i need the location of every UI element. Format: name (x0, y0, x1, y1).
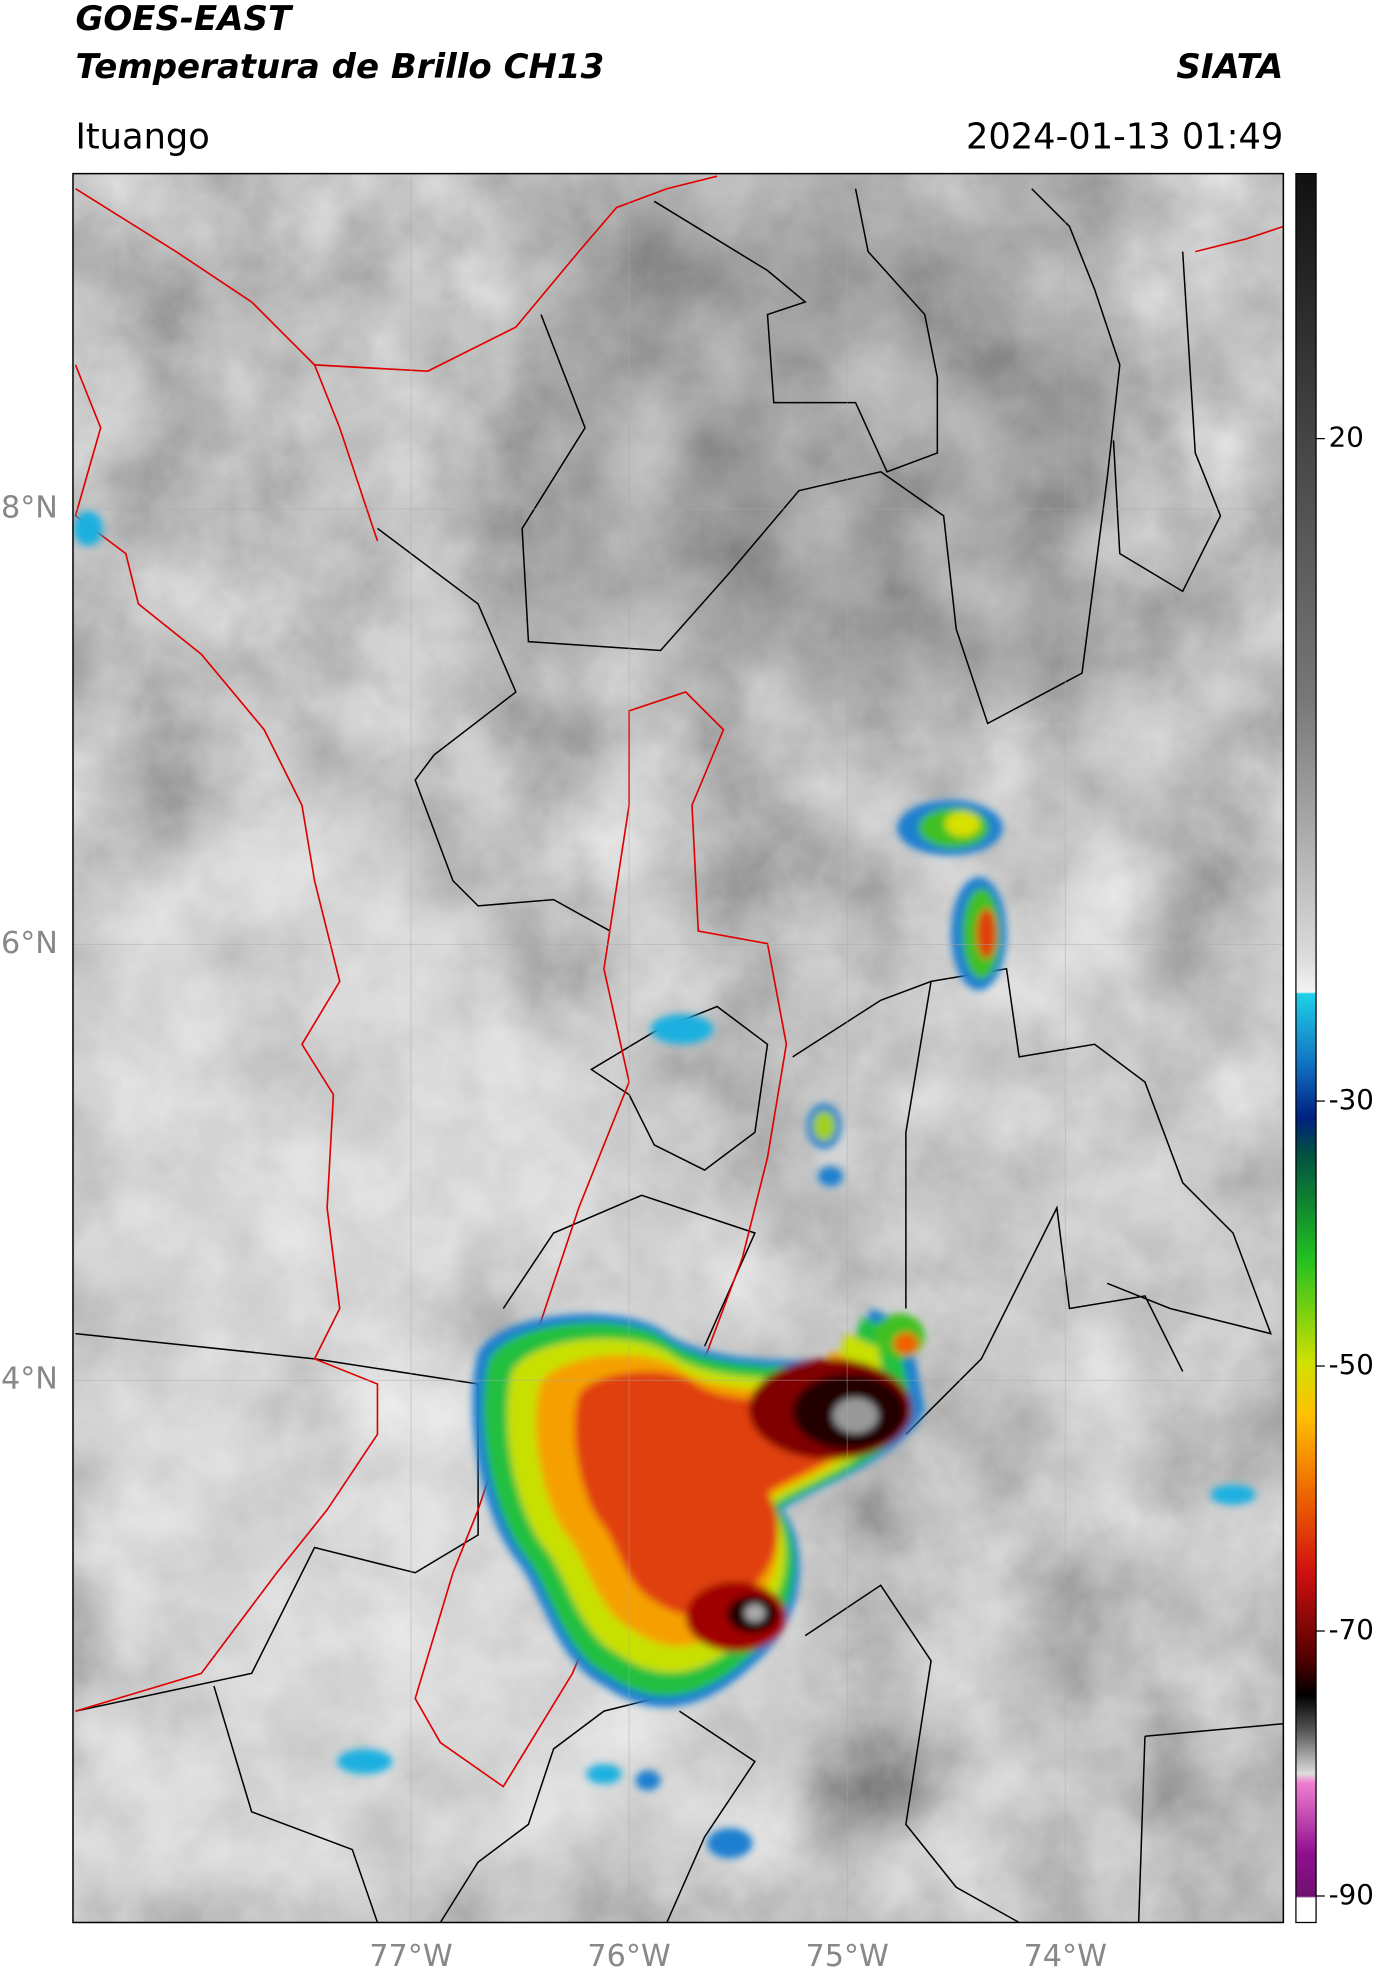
lon-label: 76°W (587, 1939, 670, 1974)
lon-label: 75°W (805, 1939, 888, 1974)
colorbar-tick-label: -50 (1329, 1348, 1374, 1381)
subtitle: Temperatura de Brillo CH13 (75, 47, 604, 87)
lon-label: 77°W (369, 1939, 452, 1974)
storm-cells (72, 510, 1256, 1859)
lat-label: 4°N (1, 1362, 58, 1397)
datetime: 2024-01-13 01:49 (966, 116, 1283, 157)
lon-label: 74°W (1024, 1939, 1107, 1974)
colorbar-tick-label: -90 (1329, 1878, 1374, 1911)
lat-label: 6°N (1, 926, 58, 961)
graticule (72, 173, 1284, 1923)
colorbar (1295, 172, 1317, 1924)
colorbar-tick-label: -70 (1329, 1613, 1374, 1646)
source: SIATA (1176, 47, 1283, 87)
map-frame (72, 172, 1285, 1924)
colorbar-tick-label: 20 (1329, 421, 1364, 454)
colorbar-tick-label: -30 (1329, 1083, 1374, 1116)
lat-label: 8°N (1, 491, 58, 526)
map (72, 173, 1284, 1923)
location: Ituango (75, 116, 209, 157)
title: GOES-EAST (75, 0, 293, 39)
